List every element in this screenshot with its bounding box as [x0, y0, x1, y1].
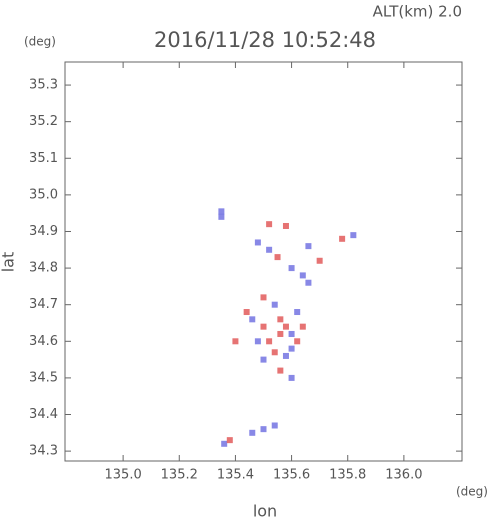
echo-point	[260, 294, 267, 301]
echo-point	[305, 243, 312, 250]
echo-point	[243, 309, 250, 316]
echo-point	[254, 338, 261, 345]
y-tick-label: 34.9	[29, 224, 58, 239]
y-tick-label: 35.0	[29, 187, 58, 202]
x-tick-label: 135.6	[273, 468, 310, 483]
x-tick-label: 135.4	[217, 468, 254, 483]
echo-point	[350, 232, 357, 239]
x-tick-label: 135.0	[105, 468, 142, 483]
echo-point	[288, 374, 295, 381]
echo-point	[339, 235, 346, 242]
echo-point	[271, 422, 278, 429]
echo-point	[232, 338, 239, 345]
x-unit: (deg)	[456, 485, 488, 499]
echo-point	[277, 367, 284, 374]
echo-point	[288, 330, 295, 337]
echo-point	[260, 356, 267, 363]
echo-point	[288, 265, 295, 272]
echo-point	[218, 208, 225, 215]
echo-point	[282, 222, 289, 229]
y-tick-label: 35.2	[29, 114, 58, 129]
echo-point	[282, 352, 289, 359]
x-axis-label: lon	[253, 502, 277, 521]
echo-point	[260, 426, 267, 433]
echo-point	[299, 323, 306, 330]
y-tick-label: 34.4	[29, 407, 58, 422]
y-unit: (deg)	[24, 35, 56, 49]
x-tick-label: 135.8	[329, 468, 366, 483]
echo-point	[294, 309, 301, 316]
y-tick-label: 34.5	[29, 370, 58, 385]
echo-point	[218, 213, 225, 220]
echo-point	[266, 221, 273, 228]
y-axis-label: lat	[0, 252, 18, 273]
echo-point	[249, 429, 256, 436]
y-tick-label: 34.3	[29, 444, 58, 459]
echo-point	[294, 338, 301, 345]
echo-point	[266, 338, 273, 345]
echo-point	[299, 272, 306, 279]
echo-point	[288, 345, 295, 352]
echo-point	[277, 330, 284, 337]
y-tick-label: 34.8	[29, 261, 58, 276]
echo-point	[274, 254, 281, 261]
x-tick-label: 135.2	[161, 468, 198, 483]
echo-point	[277, 316, 284, 323]
echo-point	[260, 323, 267, 330]
echo-point	[305, 279, 312, 286]
plot-frame	[64, 61, 463, 462]
echo-point	[249, 316, 256, 323]
chart-title: 2016/11/28 10:52:48	[154, 28, 376, 52]
echo-point	[221, 440, 228, 447]
y-tick-label: 34.6	[29, 334, 58, 349]
y-tick-label: 35.1	[29, 151, 58, 166]
y-tick-label: 34.7	[29, 297, 58, 312]
echo-point	[226, 437, 233, 444]
x-tick-label: 136.0	[385, 468, 422, 483]
altitude: ALT(km) 2.0	[373, 3, 462, 21]
echo-point	[316, 257, 323, 264]
echo-point	[266, 246, 273, 253]
echo-point	[271, 301, 278, 308]
echo-point	[282, 323, 289, 330]
echo-point	[271, 349, 278, 356]
y-tick-label: 35.3	[29, 78, 58, 93]
echo-point	[254, 239, 261, 246]
